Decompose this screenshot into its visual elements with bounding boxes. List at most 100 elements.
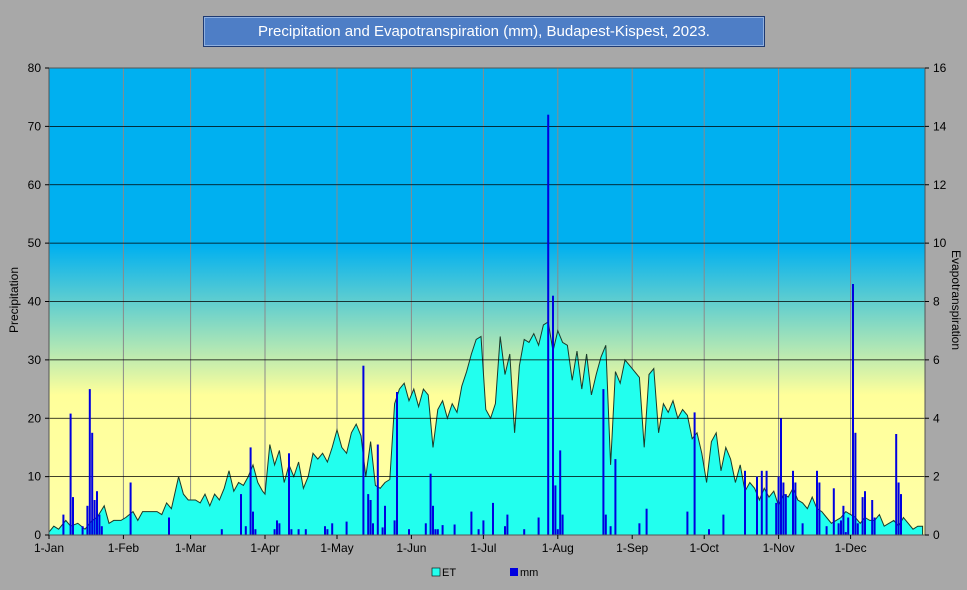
- precip-bar: [93, 500, 96, 535]
- left-axis-ticks: 0 10 20 30 40 50 60 70 80: [28, 61, 49, 542]
- precip-bar: [844, 532, 847, 535]
- precip-bar: [832, 488, 835, 535]
- precip-bar: [91, 432, 94, 535]
- y-tick-label-right: 14: [933, 119, 947, 133]
- precip-bar: [506, 514, 509, 535]
- precip-bar: [556, 529, 559, 535]
- x-axis-ticks: 1-Jan 1-Feb 1-Mar 1-Apr 1-May 1-Jun 1-Jul 1-Aug…: [34, 535, 867, 555]
- precip-bar: [784, 494, 787, 535]
- legend-swatch-mm: [510, 568, 518, 576]
- precip-bar: [278, 523, 281, 535]
- precip-bar: [290, 529, 293, 535]
- precip-bar: [537, 517, 540, 535]
- y-axis-title-right: Evapotranspiration: [949, 250, 963, 350]
- y-tick-label-right: 8: [933, 295, 940, 309]
- precip-bar: [861, 497, 864, 535]
- precip-bar: [304, 529, 307, 535]
- precip-bar: [297, 529, 300, 535]
- y-tick-label-left: 0: [34, 528, 41, 542]
- precip-bar: [604, 514, 607, 535]
- y-tick-label-right: 12: [933, 178, 947, 192]
- legend-label-et: ET: [442, 567, 456, 579]
- precip-bar: [369, 500, 372, 535]
- y-tick-label-right: 6: [933, 353, 940, 367]
- precip-bar: [424, 523, 427, 535]
- precip-bar: [686, 511, 689, 535]
- precip-bar: [559, 450, 562, 535]
- precip-bar: [818, 482, 821, 535]
- precip-bar: [129, 482, 132, 535]
- precip-bar: [482, 520, 485, 535]
- y-tick-label-left: 80: [28, 61, 42, 75]
- precip-bar: [900, 494, 902, 535]
- precip-bar: [523, 529, 526, 535]
- x-tick-label: 1-Aug: [542, 541, 574, 555]
- precip-bar: [396, 392, 398, 535]
- precip-bar: [782, 482, 785, 535]
- precip-bar: [638, 523, 641, 535]
- precip-bar: [552, 295, 554, 535]
- precip-bar: [376, 444, 379, 535]
- precip-bar: [561, 514, 564, 535]
- y-tick-label-left: 30: [28, 353, 42, 367]
- precip-bar: [801, 523, 804, 535]
- legend: ET mm: [431, 567, 538, 579]
- y-tick-label-right: 10: [933, 236, 947, 250]
- precip-bar: [744, 470, 746, 535]
- precip-bar: [288, 453, 290, 535]
- precip-bar: [837, 523, 840, 535]
- precip-bar: [873, 517, 876, 535]
- precip-bar: [62, 514, 65, 535]
- precip-bar: [895, 434, 898, 535]
- precip-bar: [372, 523, 374, 535]
- precip-bar: [847, 517, 850, 535]
- y-tick-label-right: 4: [933, 411, 940, 425]
- precip-bar: [864, 491, 866, 535]
- precip-bar: [86, 505, 89, 535]
- legend-label-mm: mm: [520, 567, 538, 579]
- precip-bar: [81, 526, 84, 535]
- x-tick-label: 1-Apr: [250, 541, 279, 555]
- precip-bar: [441, 525, 444, 535]
- precip-bar: [434, 529, 437, 535]
- precip-bar: [722, 514, 725, 535]
- precip-bar: [852, 284, 854, 535]
- precip-bar: [645, 508, 648, 535]
- precip-bar: [794, 482, 797, 535]
- x-tick-label: 1-Sep: [616, 541, 648, 555]
- y-tick-label-left: 60: [28, 178, 42, 192]
- precip-bar: [367, 494, 370, 535]
- precip-bar: [436, 529, 439, 535]
- precip-bar: [614, 459, 617, 535]
- x-tick-label: 1-Jun: [396, 541, 426, 555]
- precip-bar: [897, 482, 900, 535]
- precip-bar: [765, 470, 768, 535]
- y-tick-label-right: 0: [933, 528, 940, 542]
- precip-bar: [244, 526, 247, 535]
- precip-bar: [792, 470, 794, 535]
- precip-bar: [220, 529, 223, 535]
- precip-bar: [760, 470, 763, 535]
- precip-bar: [326, 529, 329, 535]
- precip-bar: [276, 520, 278, 535]
- precip-bar: [98, 514, 101, 535]
- precip-bar: [429, 473, 432, 535]
- precip-bar: [777, 476, 780, 535]
- precip-bar: [780, 418, 782, 536]
- y-tick-label-left: 40: [28, 295, 42, 309]
- y-tick-label-right: 2: [933, 470, 940, 484]
- precip-bar: [842, 505, 845, 535]
- precip-bar: [69, 413, 72, 535]
- y-tick-label-left: 10: [28, 470, 42, 484]
- right-axis-ticks: 0 2 4 6 8 10 12 14 16: [925, 61, 947, 542]
- precip-bar: [384, 505, 386, 535]
- precip-bar: [273, 529, 276, 535]
- y-tick-label-left: 70: [28, 119, 42, 133]
- precip-bar: [871, 500, 874, 535]
- precip-bar: [602, 389, 605, 535]
- precip-bar: [408, 529, 410, 535]
- x-tick-label: 1-Feb: [108, 541, 140, 555]
- x-tick-label: 1-May: [320, 541, 353, 555]
- precip-bar: [547, 114, 550, 535]
